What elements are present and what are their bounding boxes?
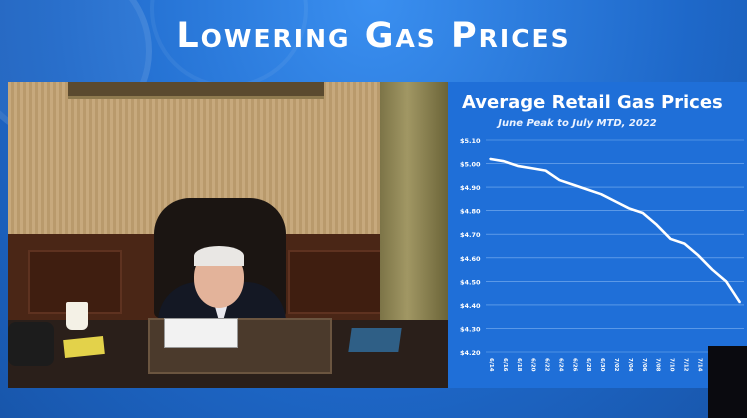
x-tick-label: 7/08 <box>655 358 661 372</box>
person-hair <box>194 246 244 266</box>
notebook <box>348 328 402 352</box>
x-tick-label: 6/20 <box>530 358 536 372</box>
x-tick-label: 6/24 <box>557 358 563 372</box>
y-tick-label: $4.30 <box>460 325 481 333</box>
podium <box>708 346 747 418</box>
data-point <box>697 254 700 257</box>
data-point <box>558 179 561 181</box>
y-tick-label: $5.00 <box>460 161 481 169</box>
data-point <box>503 160 505 162</box>
cup <box>66 302 88 330</box>
data-point <box>669 238 672 240</box>
x-tick-label: 6/14 <box>488 358 494 372</box>
data-point <box>489 158 491 160</box>
data-point <box>516 165 519 167</box>
chart-panel: Average Retail Gas Prices June Peak to J… <box>448 82 747 388</box>
y-tick-label: $4.90 <box>460 184 481 192</box>
data-point <box>725 280 727 283</box>
line-chart: $5.10 $5.00 $4.90 $4.80 $4.70 $4.60 $4.50 $4.40… <box>460 137 744 372</box>
x-tick-label: 7/10 <box>669 358 675 372</box>
data-point <box>600 193 602 195</box>
data-point <box>739 301 741 304</box>
y-tick-label: $4.50 <box>460 278 481 286</box>
x-tick-label: 6/22 <box>544 358 550 372</box>
x-tick-label: 6/16 <box>502 358 508 372</box>
x-tick-label: 6/26 <box>571 358 577 372</box>
y-tick-label: $5.10 <box>460 137 481 145</box>
x-tick-label: 7/14 <box>696 358 702 372</box>
y-tick-label: $4.40 <box>460 302 481 310</box>
phone <box>8 322 54 366</box>
wood-panel <box>288 250 382 314</box>
y-tick-label: $4.60 <box>460 255 481 263</box>
data-point <box>572 183 575 186</box>
papers <box>164 318 238 348</box>
data-point <box>628 207 630 210</box>
chart-title: Average Retail Gas Prices <box>462 92 723 113</box>
data-point <box>655 224 658 226</box>
data-point <box>586 188 589 191</box>
x-tick-label: 7/04 <box>627 358 633 372</box>
video-feed <box>8 82 448 388</box>
picture-frame <box>68 82 324 99</box>
headline: Lowering Gas Prices <box>176 16 571 56</box>
x-tick-label: 7/02 <box>613 358 619 372</box>
x-tick-label: 6/18 <box>516 358 522 372</box>
curtain <box>380 82 448 322</box>
x-tick-label: 7/06 <box>641 358 647 372</box>
x-tick-label: 7/12 <box>682 358 688 372</box>
series-line <box>489 157 742 304</box>
x-tick-label: 6/28 <box>585 358 591 372</box>
data-point <box>530 167 533 170</box>
chart-subtitle: June Peak to July MTD, 2022 <box>498 118 657 129</box>
y-tick-label: $4.70 <box>460 231 481 239</box>
data-point <box>641 212 644 214</box>
y-tick-label: $4.20 <box>460 349 481 357</box>
data-point <box>711 268 714 271</box>
x-tick-label: 6/30 <box>599 358 605 372</box>
data-point <box>614 200 616 203</box>
data-point <box>544 169 547 172</box>
y-tick-label: $4.80 <box>460 208 481 216</box>
data-point <box>683 242 686 245</box>
